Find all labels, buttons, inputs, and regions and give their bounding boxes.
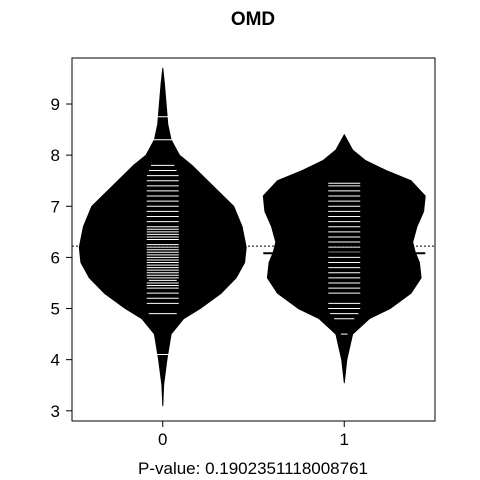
chart-title: OMD: [231, 9, 275, 30]
y-tick-label: 3: [51, 402, 60, 421]
y-tick-label: 7: [51, 197, 60, 216]
y-tick-label: 8: [51, 146, 60, 165]
beans-layer: [79, 68, 425, 406]
y-tick-label: 4: [51, 351, 60, 370]
y-axis: 3 4 5 6 7 8 9: [51, 95, 72, 421]
x-tick-label: 0: [158, 430, 167, 449]
y-tick-label: 5: [51, 300, 60, 319]
bean-1: [263, 135, 425, 383]
y-tick-label: 9: [51, 95, 60, 114]
y-tick-label: 6: [51, 248, 60, 267]
x-axis-label: P-value: 0.190235111800876​1: [138, 459, 368, 478]
x-tick-label: 1: [340, 430, 349, 449]
